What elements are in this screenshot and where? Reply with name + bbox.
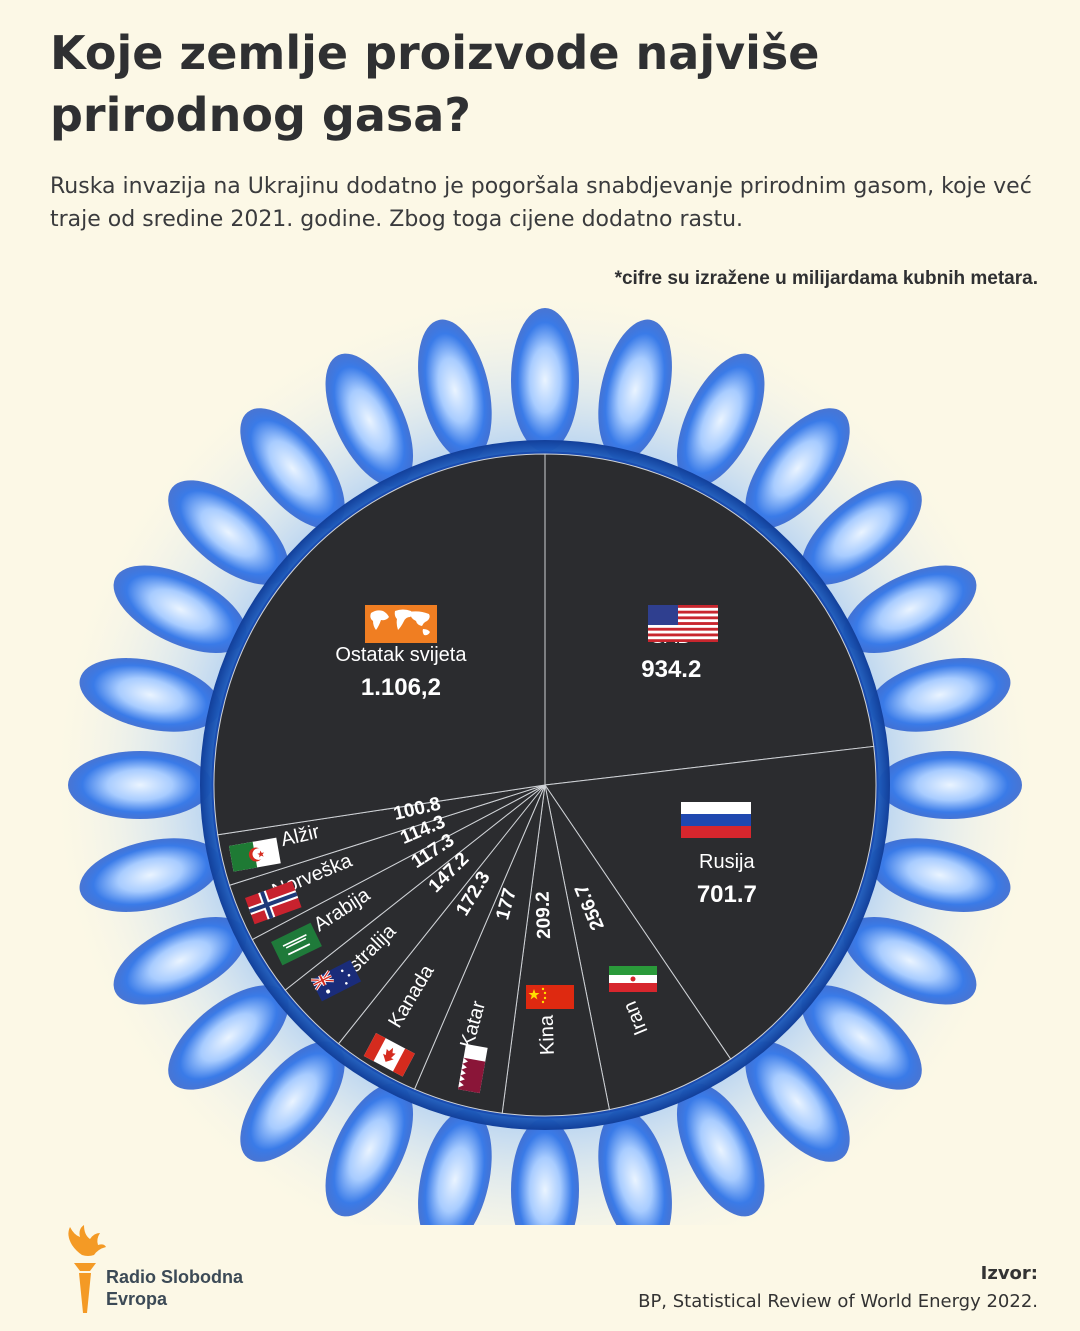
china-flag-icon (526, 985, 574, 1009)
burner-ring-inner (211, 451, 879, 1119)
flame-shape (511, 308, 579, 452)
flame-shape (598, 1109, 672, 1225)
source-note: Izvor: BP, Statistical Review of World E… (638, 1260, 1038, 1316)
logo-line-2: Evropa (106, 1289, 168, 1309)
world-map-icon (365, 605, 437, 643)
flame-shape (325, 1083, 414, 1217)
torch-icon (68, 1225, 106, 1313)
flame-shape (801, 480, 922, 585)
flame-shape (113, 565, 247, 654)
chart-subtitle: Ruska invazija na Ukrajinu dodatno je po… (50, 174, 1032, 232)
flame-shape (240, 408, 345, 529)
iran-flag-icon (609, 966, 657, 992)
source-text: BP, Statistical Review of World Energy 2… (638, 1291, 1038, 1312)
qatar-flag-icon (458, 1044, 488, 1094)
flame-shape (240, 1041, 345, 1162)
source-label: Izvor: (980, 1263, 1038, 1284)
flame-shape (79, 838, 221, 912)
pie-slice-iran (544, 784, 732, 1111)
slice-value: 701.7 (697, 881, 757, 908)
slice-value: 934.2 (641, 656, 701, 683)
flame-shape (869, 658, 1011, 732)
norway-flag-icon (245, 880, 302, 925)
flame-shape (418, 1109, 492, 1225)
gas-burner-pie-chart: SAD934.2Rusija701.7256.7Iran209.2Kina177… (45, 290, 1045, 1225)
canada-flag-icon (363, 1033, 415, 1077)
unit-note: *cifre su izražene u milijardama kubnih … (614, 268, 1038, 289)
rse-logo (68, 1225, 106, 1313)
burner-flames (68, 308, 1022, 1225)
logo-line-1: Radio Slobodna (106, 1267, 243, 1287)
flame-shape (168, 985, 289, 1090)
flame-shape (745, 408, 850, 529)
algeria-flag-icon (229, 837, 281, 872)
flame-shape (745, 1041, 850, 1162)
australia-flag-icon (310, 960, 362, 1002)
flame-shape (843, 916, 977, 1005)
pie-slice-rusija (544, 745, 877, 1060)
flame-shape (598, 319, 672, 461)
slice-value: 1.106,2 (361, 674, 441, 701)
slice-label: Ostatak svijeta (335, 644, 467, 666)
chart-title: Koje zemlje proizvode najviše prirodnog … (50, 26, 820, 142)
saudi-flag-icon (271, 922, 322, 966)
logo-text: Radio Slobodna Evropa (106, 1266, 243, 1310)
russia-flag-icon (681, 802, 751, 838)
flame-shape (676, 1083, 765, 1217)
flame-shape (869, 838, 1011, 912)
flame-shape (676, 353, 765, 487)
flame-shape (511, 1118, 579, 1225)
flame-shape (79, 658, 221, 732)
flame-shape (418, 319, 492, 461)
us-flag-icon (648, 605, 718, 642)
flame-shape (68, 751, 212, 819)
pie-slice-ostatak-svijeta (213, 453, 546, 836)
flame-shape (843, 565, 977, 654)
flame-shape (801, 985, 922, 1090)
flame-shape (878, 751, 1022, 819)
flame-shape (325, 353, 414, 487)
slice-value: 209.2 (533, 891, 556, 939)
slice-label: Rusija (699, 851, 755, 873)
flame-shape (168, 480, 289, 585)
flame-shape (113, 916, 247, 1005)
slice-label: Kina (536, 1014, 559, 1056)
